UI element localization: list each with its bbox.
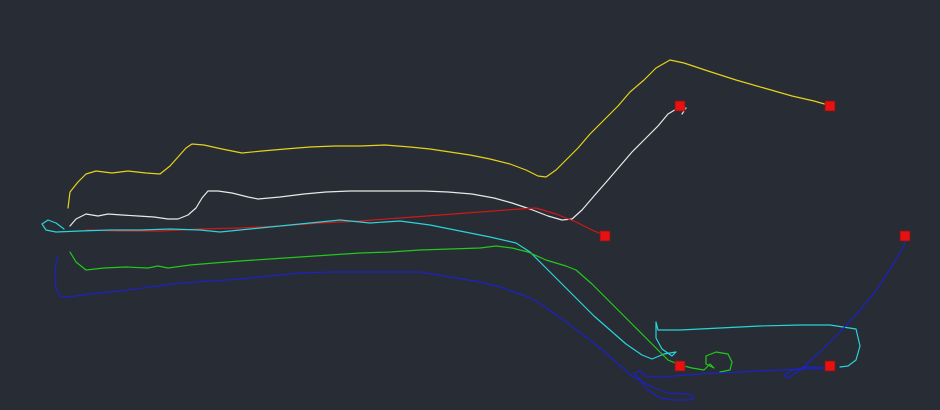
trajectory-lines bbox=[41, 59, 907, 401]
red-square-marker[interactable] bbox=[824, 360, 836, 372]
track-white[interactable] bbox=[69, 107, 687, 227]
red-square-marker[interactable] bbox=[674, 360, 686, 372]
track-green[interactable] bbox=[69, 245, 733, 373]
red-square-marker[interactable] bbox=[674, 100, 686, 112]
track-yellow[interactable] bbox=[67, 59, 829, 209]
red-square-marker[interactable] bbox=[824, 100, 836, 112]
track-red[interactable] bbox=[85, 207, 605, 236]
track-blue[interactable] bbox=[54, 235, 907, 401]
marker-layer bbox=[599, 100, 911, 372]
track-cyan[interactable] bbox=[41, 219, 861, 368]
red-square-marker[interactable] bbox=[899, 230, 911, 242]
red-square-marker[interactable] bbox=[599, 230, 611, 242]
